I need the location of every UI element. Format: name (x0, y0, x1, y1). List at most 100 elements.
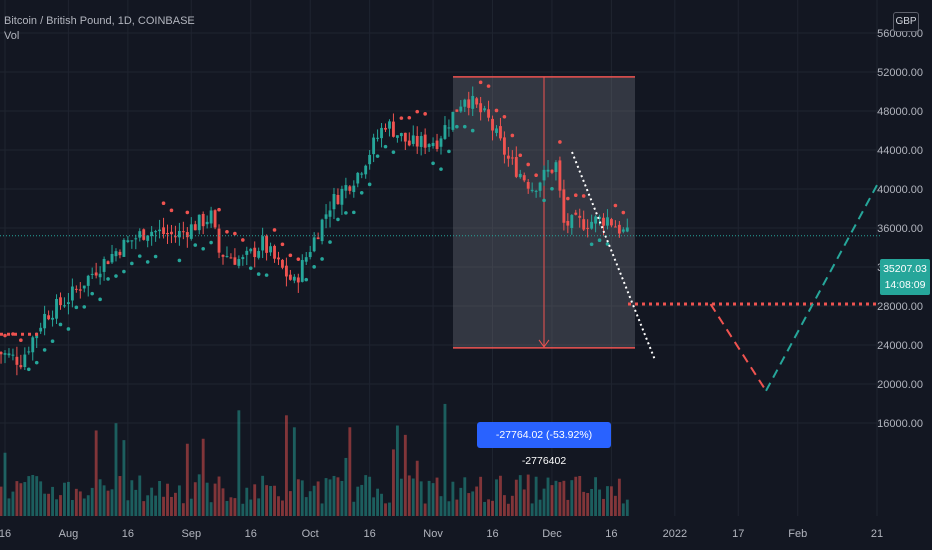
volume-bar (265, 485, 269, 516)
price-axis[interactable]: 16000.0020000.0024000.0028000.0032000.00… (877, 28, 923, 430)
volume-bar (70, 499, 74, 516)
candle-body (3, 353, 7, 355)
candle-body (376, 137, 380, 139)
candle-body (506, 155, 510, 159)
volume-bar (602, 498, 605, 516)
candle-body (514, 157, 518, 177)
sar-dot (494, 108, 499, 113)
chart-legend: Bitcoin / British Pound, 1D, COINBASE Vo… (4, 14, 195, 44)
sar-dot (256, 272, 261, 276)
sar-dot (486, 84, 491, 88)
volume-bar (606, 486, 609, 516)
x-tick-label: Oct (302, 528, 319, 540)
volume-bar (193, 482, 197, 516)
volume-bar (284, 415, 288, 516)
volume-bar (598, 489, 601, 516)
candle-body (47, 315, 51, 320)
sar-dot (597, 238, 602, 243)
candle-body (312, 237, 316, 252)
volume-bar (320, 503, 324, 516)
candle-body (253, 247, 257, 258)
volume-bar (241, 503, 245, 516)
sar-dot (82, 305, 87, 309)
candle-body (574, 212, 578, 215)
x-tick-label: 16 (605, 528, 617, 540)
volume-bar (27, 476, 31, 516)
candle-body (106, 261, 110, 265)
sar-dot (470, 128, 475, 133)
candle-body (221, 254, 225, 257)
candle-body (459, 106, 463, 112)
sar-dot (50, 339, 55, 344)
volume-bar (59, 495, 62, 516)
candle-body (610, 219, 613, 226)
sar-dot (248, 266, 253, 270)
candle-body (621, 229, 625, 232)
sar-dot (42, 348, 47, 352)
volume-bar (546, 477, 550, 516)
volume-bar (558, 482, 562, 516)
candle-body (110, 253, 114, 263)
candle-body (78, 289, 82, 291)
sar-dot (336, 217, 340, 222)
candle-body (261, 236, 265, 251)
volume-bar (388, 502, 391, 516)
candle-body (467, 99, 471, 108)
sar-dot (106, 277, 110, 281)
volume-bar (578, 475, 582, 516)
sar-dot (201, 246, 205, 251)
x-tick-label: 17 (732, 528, 744, 540)
candle-body (324, 214, 328, 219)
volume-bar (74, 488, 78, 516)
y-tick-label: 48000.00 (877, 106, 923, 118)
volume-bar (78, 491, 82, 516)
sar-dot (264, 273, 269, 277)
bar-countdown: 14:08:09 (884, 279, 926, 291)
volume-bar (43, 493, 47, 516)
candle-body (562, 189, 566, 223)
candlestick-series (0, 86, 629, 376)
candle-body (590, 221, 594, 229)
candle-body (546, 169, 550, 172)
volume-bar (221, 488, 225, 516)
candle-body (74, 288, 78, 290)
sar-dot (383, 144, 388, 149)
volume-bar (324, 478, 328, 516)
sar-dot (478, 80, 483, 85)
candle-body (594, 216, 598, 224)
trend-line (571, 151, 656, 361)
projection-down (709, 303, 767, 392)
candle-body (582, 219, 586, 230)
sar-dot (217, 207, 221, 212)
sar-dot (407, 115, 412, 120)
sar-dot (550, 186, 554, 191)
volume-bar (348, 427, 352, 516)
candle-body (415, 135, 419, 147)
candle-body (15, 356, 19, 365)
sar-dot (581, 194, 586, 198)
volume-bar (55, 499, 58, 516)
sar-dot (19, 338, 23, 343)
sar-dot (518, 153, 523, 158)
time-axis[interactable]: 16 Aug 16 Sep 16 Oct 16 Nov 16 Dec 16 2022 17 Feb 21 (0, 528, 883, 540)
volume-bar (594, 477, 598, 516)
sar-dot (280, 242, 285, 247)
candle-body (209, 210, 213, 224)
candle-body (241, 257, 245, 260)
volume-bar (463, 477, 467, 516)
volume-bar (415, 460, 419, 516)
sar-dot (613, 203, 618, 208)
candle-body (86, 275, 90, 286)
volume-bar (514, 479, 518, 516)
y-tick-label: 24000.00 (877, 340, 923, 352)
volume-bar (170, 496, 173, 516)
currency-button[interactable]: GBP (893, 12, 919, 32)
sar-dot (328, 240, 332, 244)
volume-bar (613, 495, 617, 516)
sar-dot (566, 196, 570, 201)
volume-bar (582, 491, 586, 516)
candle-body (82, 285, 86, 289)
indicator-lines (0, 80, 880, 392)
candle-body (225, 256, 229, 258)
